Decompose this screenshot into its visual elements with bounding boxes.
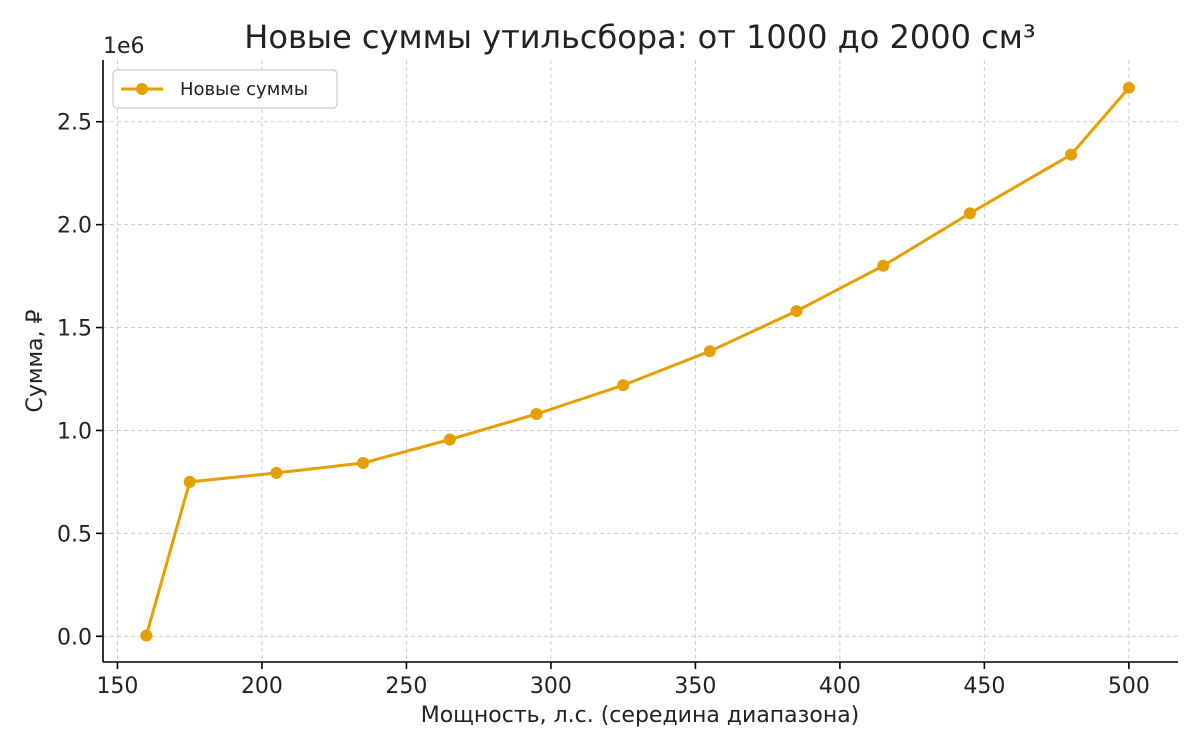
x-tick-label: 350: [674, 674, 716, 699]
x-tick-label: 450: [963, 674, 1005, 699]
x-axis-label: Мощность, л.с. (середина диапазона): [421, 703, 860, 728]
x-tick-label: 250: [385, 674, 427, 699]
y-tick-label: 2.5: [57, 111, 92, 136]
legend-box: [112, 69, 338, 109]
y-tick-label: 1.5: [57, 317, 92, 342]
data-point: [183, 475, 196, 488]
data-point: [530, 407, 543, 420]
y-tick-label: 0.5: [57, 522, 92, 547]
axes-frame: [102, 60, 1178, 663]
data-point: [703, 345, 716, 358]
x-tick-label: 200: [241, 674, 283, 699]
series-layer: [140, 81, 1135, 642]
grid-lines: [103, 60, 1178, 662]
y-offset-label: 1e6: [103, 34, 145, 59]
y-axis-label: Сумма, ₽: [23, 309, 48, 412]
x-tick-label: 150: [96, 674, 138, 699]
x-tick-label: 500: [1108, 674, 1150, 699]
y-tick-label: 0.0: [57, 625, 92, 650]
data-point: [617, 379, 630, 392]
data-point: [140, 629, 153, 642]
data-point: [270, 466, 283, 479]
y-axis-ticks: 0.0 0.5 1.0 1.5 2.0 2.5: [57, 111, 103, 650]
chart-title: Новые суммы утильсбора: от 1000 до 2000 …: [244, 18, 1035, 56]
data-point: [1122, 81, 1135, 94]
x-tick-label: 300: [530, 674, 572, 699]
data-point: [790, 305, 803, 318]
x-axis-ticks: 150 200 250 300 350 400 450 500: [96, 662, 1150, 699]
data-point: [357, 456, 370, 469]
legend-label: Новые суммы: [180, 79, 308, 100]
data-point: [443, 433, 456, 446]
legend-marker-swatch: [136, 83, 148, 95]
data-point: [1065, 148, 1078, 161]
series-line: [144, 86, 1131, 637]
y-tick-label: 2.0: [57, 214, 92, 239]
x-tick-label: 400: [819, 674, 861, 699]
legend: Новые суммы: [112, 69, 338, 109]
y-tick-label: 1.0: [57, 419, 92, 444]
data-point: [877, 259, 890, 272]
data-point: [963, 207, 976, 220]
